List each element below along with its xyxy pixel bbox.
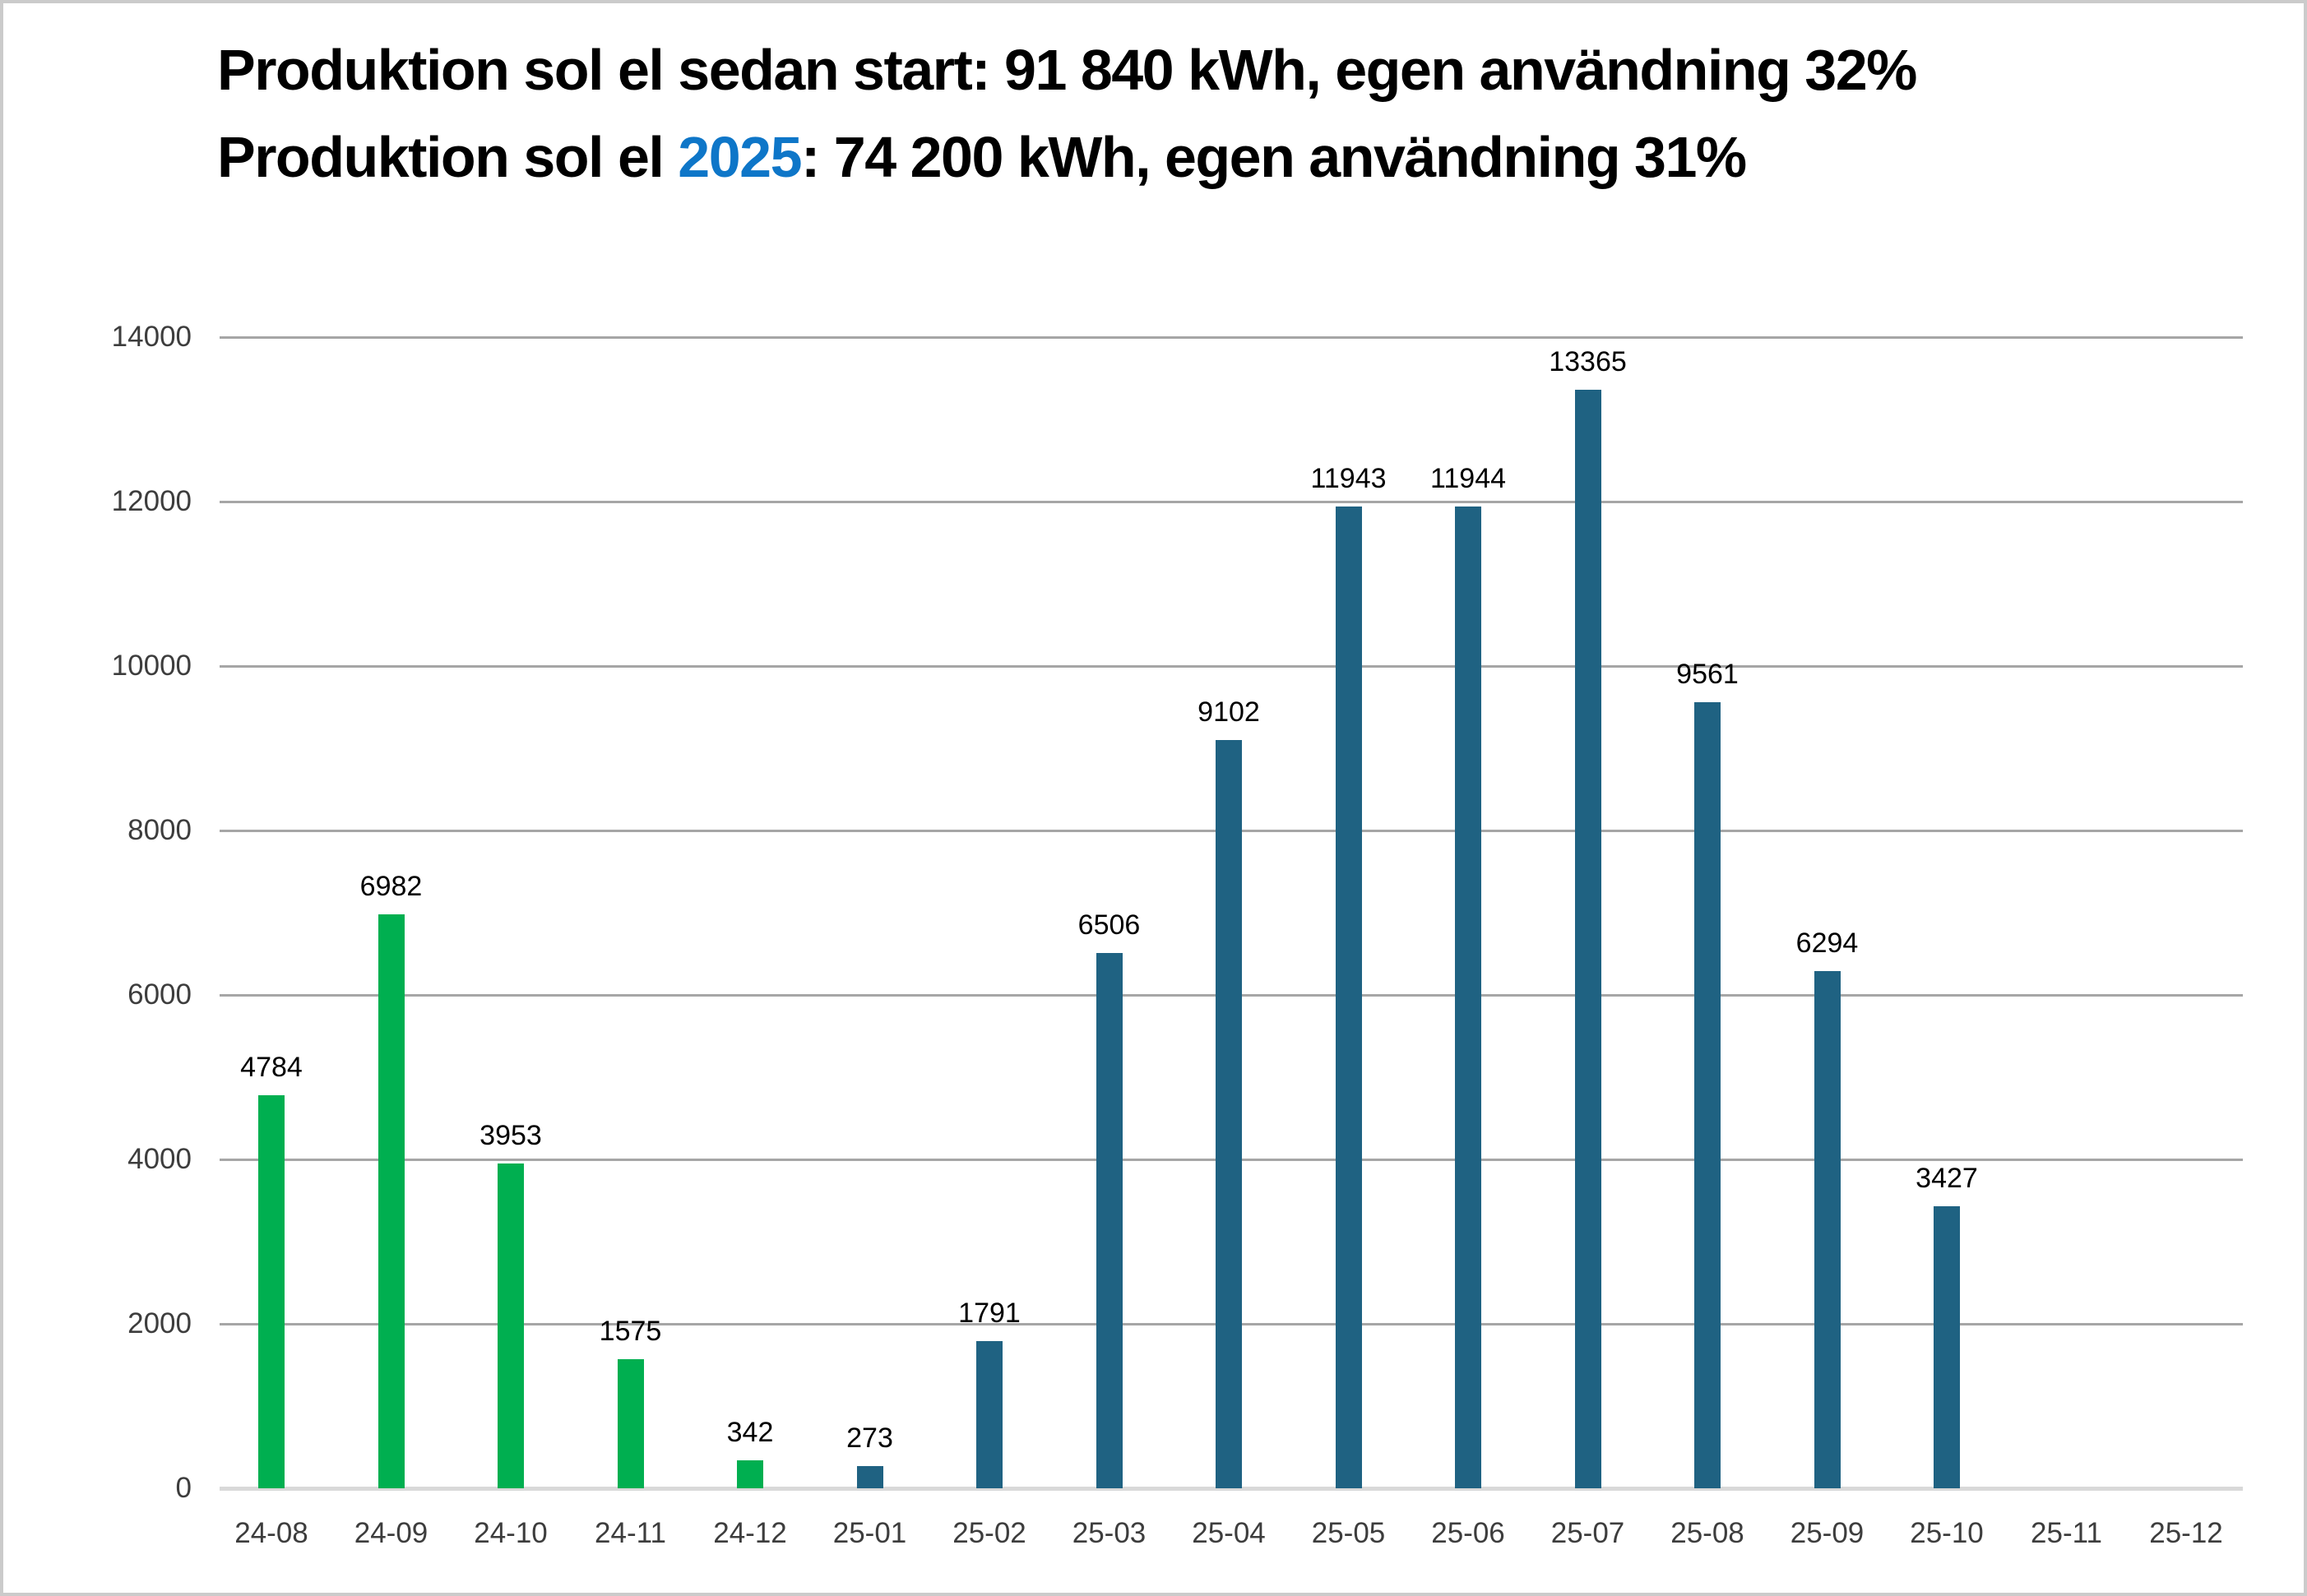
bar-25-10 [1934, 1206, 1960, 1488]
x-tick-label: 25-11 [2031, 1517, 2102, 1549]
bar-25-03 [1096, 953, 1123, 1488]
bar-25-01 [856, 1465, 883, 1488]
bar-value-label: 273 [846, 1422, 893, 1454]
x-tick-label: 25-03 [1072, 1517, 1147, 1549]
bar-25-04 [1216, 739, 1242, 1488]
x-tick-label: 25-07 [1550, 1517, 1625, 1549]
chart-title-line-1: Produktion sol el sedan start: 91 840 kW… [217, 38, 1917, 102]
x-tick-label: 24-12 [713, 1517, 787, 1549]
x-tick-label: 25-01 [832, 1517, 907, 1549]
x-tick-label: 24-10 [474, 1517, 548, 1549]
y-tick-label: 4000 [127, 1143, 192, 1175]
x-tick-label: 25-10 [1910, 1517, 1984, 1549]
x-tick-label: 25-08 [1670, 1517, 1744, 1549]
bar-value-label: 6982 [359, 870, 423, 902]
bar-25-08 [1694, 701, 1721, 1488]
gridline [220, 335, 2243, 339]
x-axis-line [220, 1487, 2243, 1491]
y-tick-label: 6000 [127, 978, 192, 1011]
bar-value-label: 3427 [1916, 1163, 1978, 1195]
bar-value-label: 342 [726, 1416, 774, 1448]
bar-value-label: 6506 [1077, 909, 1141, 941]
x-tick-label: 25-04 [1192, 1517, 1266, 1549]
bar-24-11 [617, 1358, 644, 1488]
gridline [220, 664, 2243, 668]
bar-25-09 [1814, 970, 1841, 1488]
x-tick-label: 25-12 [2149, 1517, 2223, 1549]
bar-value-label: 3953 [479, 1119, 542, 1151]
bar-value-label: 1791 [958, 1297, 1021, 1329]
bar-value-label: 1575 [599, 1315, 662, 1347]
bar-24-09 [378, 914, 405, 1488]
chart-title-line-2: Produktion sol el 2025: 74 200 kWh, egen… [217, 125, 1747, 189]
y-tick-label: 14000 [111, 321, 192, 353]
bar-25-05 [1335, 506, 1362, 1488]
title-year-highlight: 2025 [678, 125, 802, 189]
bar-value-label: 9561 [1676, 658, 1739, 690]
bar-value-label: 4784 [240, 1051, 303, 1083]
y-tick-label: 0 [175, 1472, 192, 1504]
bar-value-label: 9102 [1198, 696, 1260, 728]
bar-24-12 [737, 1460, 763, 1488]
x-tick-label: 25-09 [1790, 1517, 1865, 1549]
title-line-2-suffix: : 74 200 kWh, egen användning 31% [801, 125, 1747, 189]
y-tick-label: 2000 [127, 1307, 192, 1339]
bar-24-08 [258, 1094, 285, 1488]
y-tick-label: 8000 [127, 814, 192, 846]
bar-25-07 [1574, 389, 1601, 1488]
bar-25-06 [1455, 506, 1481, 1488]
bar-value-label: 11943 [1310, 462, 1387, 494]
bar-25-02 [976, 1340, 1003, 1488]
bar-value-label: 13365 [1549, 345, 1627, 377]
title-line-2-prefix: Produktion sol el [217, 125, 679, 189]
x-tick-label: 24-11 [595, 1517, 666, 1549]
bar-24-10 [498, 1163, 524, 1488]
x-tick-label: 24-09 [354, 1517, 429, 1549]
x-tick-label: 25-05 [1311, 1517, 1386, 1549]
y-tick-label: 12000 [111, 485, 192, 517]
x-tick-label: 25-06 [1431, 1517, 1505, 1549]
x-tick-label: 25-02 [952, 1517, 1026, 1549]
x-tick-label: 24-08 [234, 1517, 308, 1549]
gridline [220, 500, 2243, 503]
y-tick-label: 10000 [111, 650, 192, 682]
bar-value-label: 6294 [1795, 927, 1859, 959]
bar-value-label: 11944 [1429, 462, 1507, 494]
